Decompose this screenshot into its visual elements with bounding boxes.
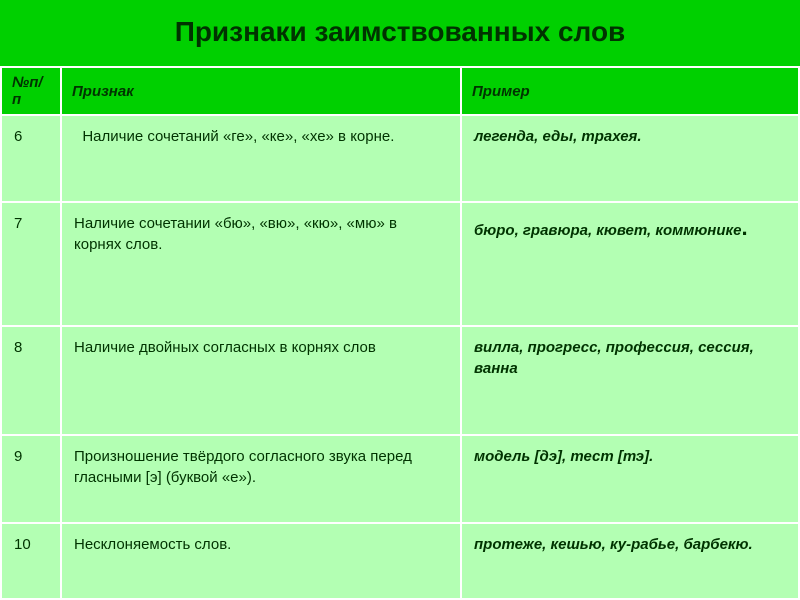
cell-num: 9	[1, 435, 61, 522]
title-bar: Признаки заимствованных слов	[0, 0, 800, 66]
cell-feature: Наличие сочетании «бю», «вю», «кю», «мю»…	[61, 202, 461, 325]
cell-num: 6	[1, 115, 61, 202]
features-table: №п/п Признак Пример 6 Наличие сочетаний …	[0, 66, 800, 600]
cell-example-text: бюро, гравюра, кювет, коммюнике	[474, 222, 741, 239]
cell-feature: Несклоняемость слов.	[61, 523, 461, 599]
cell-num: 8	[1, 326, 61, 436]
col-header-feature: Признак	[61, 67, 461, 115]
cell-example: легенда, еды, трахея.	[461, 115, 799, 202]
table-row: 8 Наличие двойных согласных в корнях сло…	[1, 326, 799, 436]
slide-title: Признаки заимствованных слов	[0, 16, 800, 48]
cell-example: вилла, прогресс, профессия, сессия, ванн…	[461, 326, 799, 436]
table-row: 7 Наличие сочетании «бю», «вю», «кю», «м…	[1, 202, 799, 325]
cell-feature: Наличие двойных согласных в корнях слов	[61, 326, 461, 436]
cell-num: 10	[1, 523, 61, 599]
period-large: .	[741, 215, 747, 240]
col-header-num: №п/п	[1, 67, 61, 115]
cell-feature: Наличие сочетаний «ге», «ке», «хе» в кор…	[61, 115, 461, 202]
cell-example: бюро, гравюра, кювет, коммюнике.	[461, 202, 799, 325]
table-row: 6 Наличие сочетаний «ге», «ке», «хе» в к…	[1, 115, 799, 202]
cell-feature: Произношение твёрдого согласного звука п…	[61, 435, 461, 522]
table-row: 10 Несклоняемость слов. протеже, кешью, …	[1, 523, 799, 599]
cell-num: 7	[1, 202, 61, 325]
slide: Признаки заимствованных слов №п/п Призна…	[0, 0, 800, 600]
cell-example: модель [дэ], тест [тэ].	[461, 435, 799, 522]
table-row: 9 Произношение твёрдого согласного звука…	[1, 435, 799, 522]
table-header-row: №п/п Признак Пример	[1, 67, 799, 115]
cell-example: протеже, кешью, ку-рабье, барбекю.	[461, 523, 799, 599]
col-header-example: Пример	[461, 67, 799, 115]
